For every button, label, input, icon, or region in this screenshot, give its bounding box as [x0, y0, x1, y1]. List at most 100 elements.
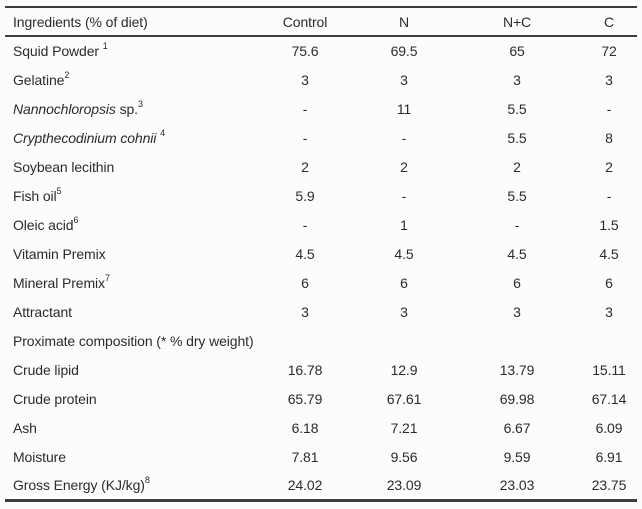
cell-value: 6.91 — [595, 448, 623, 465]
table-row: Attractant 3 3 3 3 — [5, 297, 637, 326]
cell-value: 1 — [400, 216, 408, 233]
cell-value: 9.56 — [390, 448, 418, 465]
cell-value: 15.11 — [592, 361, 626, 378]
cell-value: 2 — [301, 158, 309, 175]
diet-composition-table: Ingredients (% of diet) Control N N+C C … — [5, 6, 637, 502]
cell-value: 3 — [605, 71, 613, 88]
cell-value: 72 — [601, 43, 617, 59]
cell-value — [355, 326, 453, 355]
cell-value: 5.5 — [507, 187, 527, 204]
cell-value: 2 — [605, 158, 613, 175]
cell-value: 5.5 — [507, 100, 527, 117]
cell-value: - — [401, 187, 407, 204]
row-label: Attractant — [13, 303, 72, 320]
cell-value: 65.79 — [287, 390, 323, 407]
cell-value: 7.81 — [291, 448, 319, 465]
table-row: Proximate composition (* % dry weight) — [5, 326, 637, 355]
cell-value: 6 — [301, 274, 309, 291]
row-label: Nannochloropsis sp.3 — [13, 98, 143, 117]
cell-value: 3 — [301, 71, 309, 88]
cell-value: 6.09 — [595, 419, 623, 436]
cell-value: 11 — [396, 100, 412, 117]
cell-value: 69.98 — [499, 390, 535, 407]
table-row: Vitamin Premix 4.5 4.5 4.5 4.5 — [5, 239, 637, 268]
cell-value: - — [302, 129, 308, 146]
table-row: Gelatine2 3 3 3 3 — [5, 65, 637, 94]
column-header-c: C — [603, 13, 614, 30]
row-label: Gross Energy (KJ/kg)8 — [13, 475, 150, 493]
cell-value: 67.14 — [591, 390, 627, 407]
cell-value: 6.67 — [503, 419, 531, 436]
cell-value: 3 — [400, 71, 408, 88]
cell-value: 67.61 — [386, 390, 422, 407]
cell-value: 5.9 — [295, 187, 315, 204]
table-row: Crude lipid 16.78 12.9 13.79 15.11 — [5, 355, 637, 384]
cell-value: - — [302, 100, 308, 117]
cell-value: 75.6 — [291, 43, 319, 59]
table-row: Oleic acid6 - 1 - 1.5 — [5, 210, 637, 239]
cell-value: - — [401, 129, 407, 146]
row-label: Proximate composition (* % dry weight) — [13, 332, 254, 349]
cell-value: 16.78 — [287, 361, 323, 378]
row-label: Ash — [13, 419, 37, 436]
cell-value — [581, 326, 637, 355]
cell-value: 4.5 — [295, 245, 315, 262]
cell-value: 23.09 — [386, 476, 422, 493]
cell-value: 7.21 — [390, 419, 418, 436]
cell-value: 2 — [400, 158, 408, 175]
table-row: Moisture 7.81 9.56 9.59 6.91 — [5, 442, 637, 471]
row-label: Squid Powder 1 — [13, 41, 108, 59]
cell-value — [255, 326, 355, 355]
cell-value: 3 — [301, 303, 309, 320]
cell-value: 1.5 — [599, 216, 619, 233]
cell-value: 5.5 — [507, 129, 527, 146]
column-header-ingredients: Ingredients (% of diet) — [13, 13, 148, 30]
row-label: Crude lipid — [13, 361, 79, 378]
cell-value: 3 — [513, 303, 521, 320]
cell-value: 6 — [400, 274, 408, 291]
table-row: Soybean lecithin 2 2 2 2 — [5, 152, 637, 181]
row-label: Soybean lecithin — [13, 158, 115, 175]
cell-value: 6 — [513, 274, 521, 291]
column-header-control: Control — [282, 13, 328, 30]
table-row: Crude protein 65.79 67.61 69.98 67.14 — [5, 384, 637, 413]
cell-value: 69.5 — [390, 43, 418, 59]
row-label: Gelatine2 — [13, 69, 70, 88]
row-label: Vitamin Premix — [13, 245, 106, 262]
cell-value: 23.75 — [591, 476, 627, 493]
cell-value: 65 — [509, 43, 525, 59]
row-label: Moisture — [13, 448, 66, 465]
cell-value: - — [606, 187, 612, 204]
table-body: Squid Powder 1 75.6 69.5 65 72 Gelatine2… — [5, 36, 637, 500]
cell-value: 23.03 — [499, 476, 535, 493]
cell-value: 13.79 — [499, 361, 535, 378]
row-label: Crude protein — [13, 390, 97, 407]
table-row: Squid Powder 1 75.6 69.5 65 72 — [5, 36, 637, 65]
column-header-n-plus-c: N+C — [502, 13, 532, 30]
cell-value: 4.5 — [599, 245, 619, 262]
cell-value: 9.59 — [503, 448, 531, 465]
table-row: Fish oil5 5.9 - 5.5 - — [5, 181, 637, 210]
table-row: Ash 6.18 7.21 6.67 6.09 — [5, 413, 637, 442]
cell-value: 4.5 — [394, 245, 414, 262]
cell-value: 6 — [605, 274, 613, 291]
row-label: Fish oil5 — [13, 185, 62, 204]
table-row: Gross Energy (KJ/kg)8 24.02 23.09 23.03 … — [5, 471, 637, 500]
row-label: Mineral Premix7 — [13, 272, 110, 291]
table-row: Nannochloropsis sp.3 - 11 5.5 - — [5, 94, 637, 123]
cell-value: 24.02 — [287, 476, 323, 493]
cell-value: - — [302, 216, 308, 233]
table-header-row: Ingredients (% of diet) Control N N+C C — [5, 7, 637, 36]
row-label: Oleic acid6 — [13, 214, 79, 233]
ingredients-table: Ingredients (% of diet) Control N N+C C … — [5, 6, 637, 502]
column-header-n: N — [398, 13, 409, 30]
cell-value: 12.9 — [390, 361, 418, 378]
cell-value: 8 — [605, 129, 613, 146]
cell-value: 3 — [513, 71, 521, 88]
cell-value: 6.18 — [291, 419, 319, 436]
cell-value: 3 — [400, 303, 408, 320]
cell-value: - — [514, 216, 520, 233]
cell-value: - — [606, 100, 612, 117]
cell-value: 2 — [513, 158, 521, 175]
